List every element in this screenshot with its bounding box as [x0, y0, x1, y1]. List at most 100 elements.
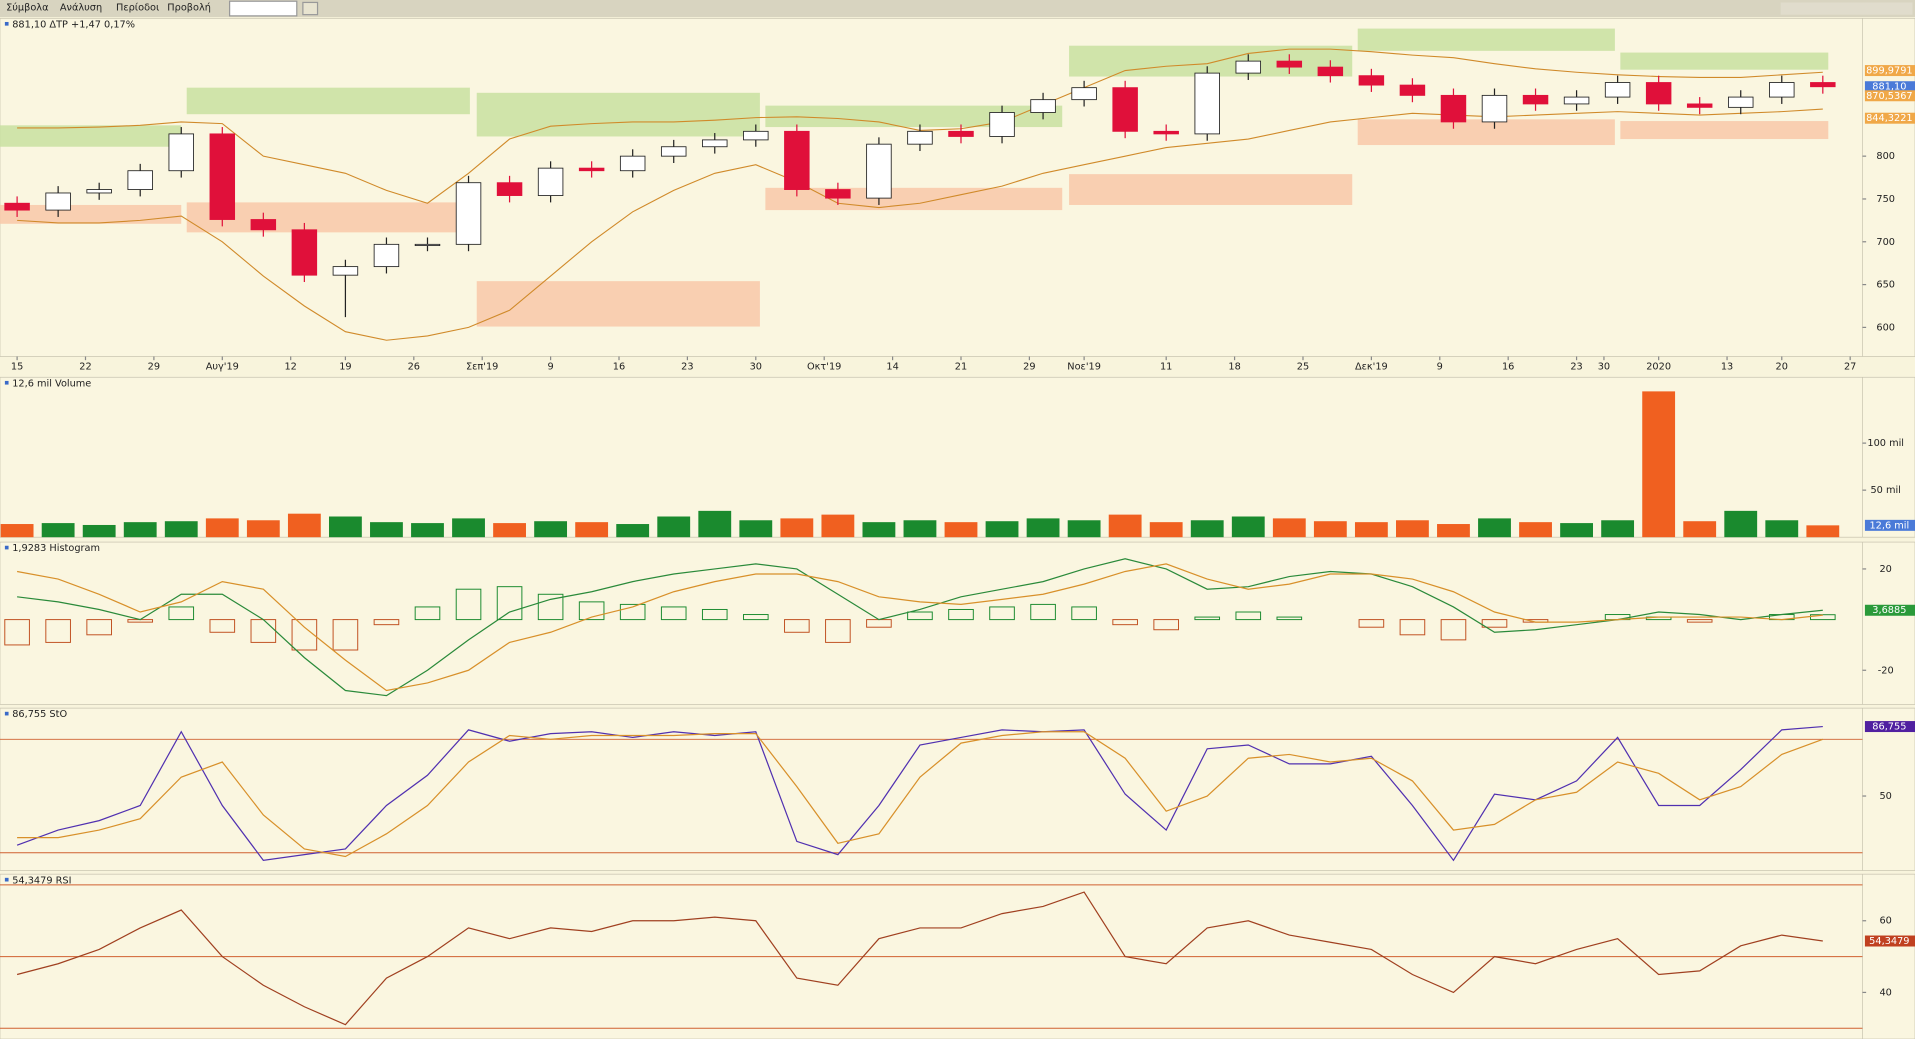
histogram-bar [455, 588, 482, 621]
histogram-bar [1440, 619, 1467, 641]
candle-body [825, 189, 851, 199]
volume-bar [493, 523, 526, 538]
menu-item[interactable]: Περίοδοι [116, 1, 159, 13]
candle-body [1645, 82, 1672, 105]
candle-body [291, 229, 318, 276]
volume-bar [1231, 516, 1265, 538]
value-marker-label: 844,3221 [1866, 113, 1913, 124]
candle-body [455, 182, 482, 245]
y-tick-label: 600 [1876, 322, 1895, 333]
panel [0, 17, 1915, 357]
y-tick-label: 40 [1879, 987, 1891, 998]
series-line [17, 731, 1824, 858]
candle-body [989, 112, 1015, 137]
volume-bar [534, 521, 568, 538]
histogram-bar [291, 619, 318, 651]
panel [0, 376, 1915, 538]
candle-body [1071, 87, 1097, 101]
volume-bar [1108, 514, 1142, 538]
histogram-bar [496, 586, 523, 621]
histogram-bar [1358, 619, 1385, 628]
price-zone [476, 281, 760, 327]
title-icon [4, 380, 9, 385]
panel-title: 881,10 ΔΤΡ +1,47 0,17% [12, 19, 135, 30]
x-tick-label: 30 [1598, 361, 1610, 372]
menu-item[interactable]: Σύμβολα [6, 1, 48, 13]
search-button[interactable] [302, 1, 319, 16]
histogram-bar [537, 593, 564, 621]
volume-bar [1478, 518, 1511, 538]
histogram-bar [414, 606, 441, 621]
histogram-bar [373, 619, 400, 626]
value-marker [1864, 65, 1915, 77]
y-tick-label: 650 [1876, 280, 1895, 291]
x-tick-label: 11 [1160, 361, 1172, 372]
search-box[interactable] [228, 0, 298, 17]
candle-body [1194, 72, 1220, 135]
histogram-bar [45, 619, 71, 643]
x-tick-label: Οκτ'19 [807, 361, 841, 372]
volume-bar [944, 522, 978, 538]
histogram-bar [825, 619, 851, 643]
volume-bar [862, 522, 896, 538]
histogram-bar [168, 606, 195, 621]
volume-bar [82, 524, 116, 538]
series-line [16, 725, 1823, 862]
price-zone [765, 105, 1063, 128]
x-tick-label: 9 [547, 361, 553, 372]
candle-body [1399, 84, 1426, 96]
candle-body [168, 133, 194, 172]
volume-bar [1560, 523, 1593, 538]
volume-bar [0, 524, 34, 538]
price-zone [1620, 121, 1829, 140]
candle-body [784, 130, 810, 190]
candle-body [1440, 94, 1467, 123]
series-line [17, 558, 1823, 697]
price-zone [765, 187, 1063, 211]
x-tick-label: 2020 [1646, 361, 1671, 372]
histogram-bar [1686, 619, 1713, 623]
menu-item[interactable]: Προβολή [167, 1, 211, 13]
histogram-bar [209, 619, 236, 633]
candle-body [1810, 82, 1836, 88]
title-icon [4, 877, 9, 882]
volume-bar [698, 510, 732, 538]
candle-body [86, 189, 112, 194]
panel [0, 541, 1915, 705]
x-tick-label: Νοε'19 [1067, 361, 1101, 372]
title-icon [4, 545, 9, 550]
histogram-bar [1481, 619, 1508, 628]
volume-bar [1149, 522, 1183, 538]
x-tick-label: 19 [339, 361, 351, 372]
price-zone [1357, 119, 1615, 146]
histogram-bar [989, 606, 1015, 621]
candle-body [907, 130, 933, 145]
histogram-bar [1071, 606, 1097, 621]
x-tick-label: 9 [1437, 361, 1443, 372]
candle-body [1358, 75, 1385, 86]
histogram-bar [743, 614, 769, 621]
title-icon [4, 711, 9, 716]
panel-title: 54,3479 RSI [12, 875, 71, 886]
histogram-bar [619, 603, 646, 621]
x-tick-label: 29 [148, 361, 160, 372]
panel-title: 1,9283 Histogram [12, 543, 100, 554]
menu-item[interactable]: Ανάλυση [60, 1, 102, 13]
histogram-bar [1030, 603, 1056, 621]
x-tick-label: 26 [408, 361, 420, 372]
volume-bar [1026, 518, 1060, 538]
histogram-bar [1194, 616, 1221, 621]
value-marker-label: 12,6 mil [1869, 520, 1909, 531]
volume-bar [616, 524, 650, 538]
volume-bar [1806, 525, 1840, 538]
histogram-bar [1276, 616, 1303, 621]
y-tick-label: 800 [1876, 151, 1895, 162]
candle-body [414, 243, 441, 246]
candle-body [866, 143, 892, 199]
candle-body [1153, 130, 1179, 135]
x-tick-label: 13 [1721, 361, 1733, 372]
candle-body [948, 130, 974, 137]
value-marker [1864, 112, 1915, 124]
value-marker [1864, 935, 1915, 947]
histogram-bar [1153, 619, 1179, 631]
